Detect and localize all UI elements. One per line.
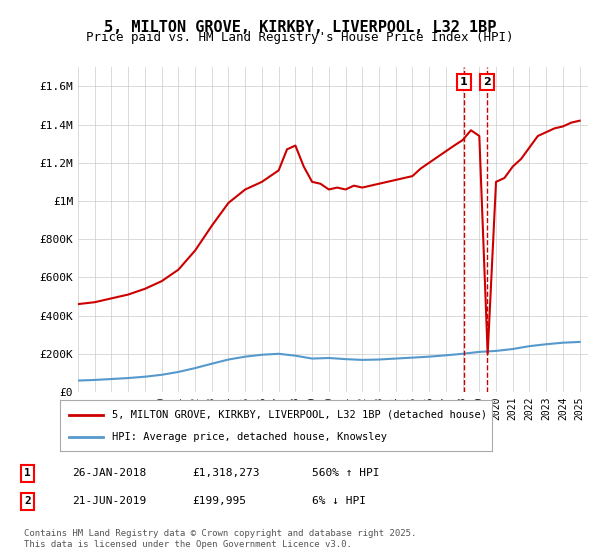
Text: Price paid vs. HM Land Registry's House Price Index (HPI): Price paid vs. HM Land Registry's House … [86, 31, 514, 44]
Text: 2: 2 [483, 77, 491, 87]
Text: 26-JAN-2018: 26-JAN-2018 [72, 468, 146, 478]
Text: 1: 1 [460, 77, 467, 87]
Text: 560% ↑ HPI: 560% ↑ HPI [312, 468, 380, 478]
Text: HPI: Average price, detached house, Knowsley: HPI: Average price, detached house, Know… [112, 432, 387, 442]
Text: 21-JUN-2019: 21-JUN-2019 [72, 496, 146, 506]
Text: Contains HM Land Registry data © Crown copyright and database right 2025.
This d: Contains HM Land Registry data © Crown c… [24, 529, 416, 549]
Text: £199,995: £199,995 [192, 496, 246, 506]
Text: 2: 2 [24, 496, 31, 506]
Text: £1,318,273: £1,318,273 [192, 468, 260, 478]
Text: 6% ↓ HPI: 6% ↓ HPI [312, 496, 366, 506]
Text: 5, MILTON GROVE, KIRKBY, LIVERPOOL, L32 1BP: 5, MILTON GROVE, KIRKBY, LIVERPOOL, L32 … [104, 20, 496, 35]
Text: 5, MILTON GROVE, KIRKBY, LIVERPOOL, L32 1BP (detached house): 5, MILTON GROVE, KIRKBY, LIVERPOOL, L32 … [112, 409, 487, 419]
Text: 1: 1 [24, 468, 31, 478]
